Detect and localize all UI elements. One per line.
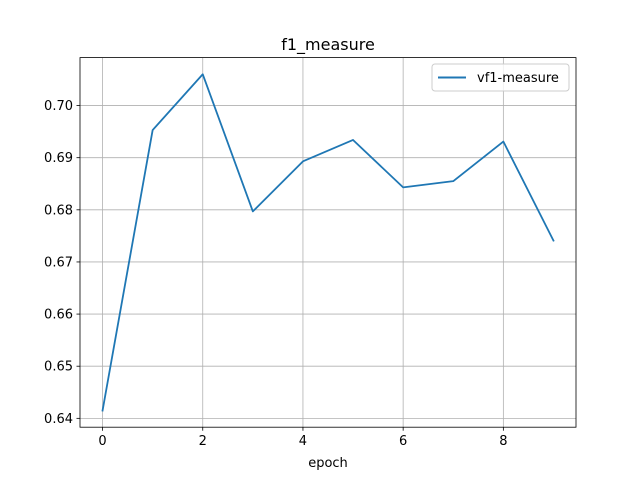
x-tick-label: 6	[399, 434, 407, 449]
series-layer	[101, 73, 555, 412]
x-tick-label: 8	[499, 434, 507, 449]
y-tick-label: 0.70	[44, 99, 73, 114]
y-tick-label: 0.65	[44, 360, 73, 375]
legend-box	[431, 63, 570, 92]
x-axis-title: epoch	[308, 456, 348, 471]
y-tick-label: 0.64	[44, 412, 73, 427]
y-tick-label: 0.67	[44, 255, 73, 270]
legend-label: vf1-measure	[477, 71, 559, 86]
y-tick-label: 0.66	[44, 308, 73, 323]
grid	[80, 57, 576, 428]
y-tick-label: 0.68	[44, 203, 73, 218]
ticks: 0 2 4 6 8 0.64 0.65 0.66 0.67 0.68 0.69 0.70	[44, 99, 507, 449]
x-tick-label: 0	[98, 434, 106, 449]
y-tick-label: 0.69	[44, 151, 73, 166]
plot-frame	[79, 57, 577, 428]
x-tick-label: 2	[199, 434, 207, 449]
chart-title: f1_measure	[281, 35, 375, 55]
x-tick-label: 4	[299, 434, 307, 449]
legend: vf1-measure	[431, 63, 570, 92]
series-line-0	[101, 73, 555, 412]
